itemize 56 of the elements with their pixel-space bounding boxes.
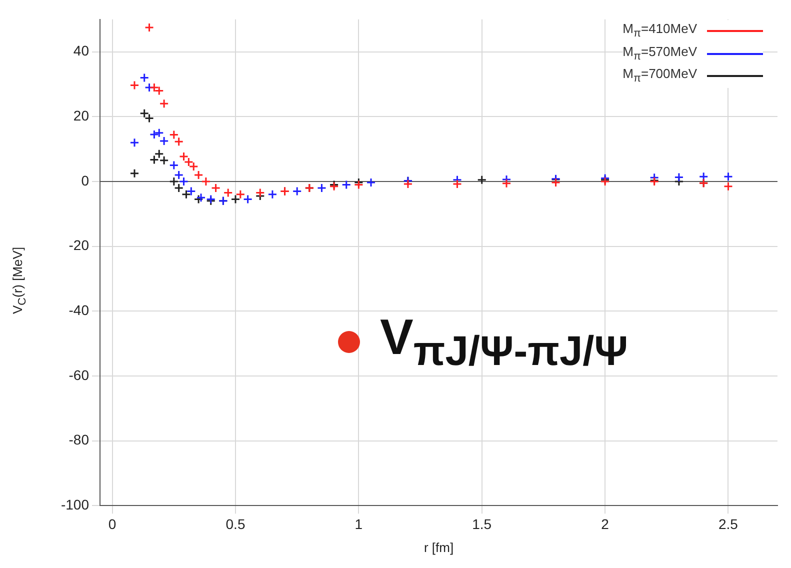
x-tick-label: 1.5: [472, 516, 492, 532]
point: [723, 172, 733, 182]
y-tick-label: -20: [68, 237, 90, 254]
point: [211, 183, 221, 193]
point: [159, 136, 169, 146]
x-tick-label: 0.5: [226, 516, 246, 532]
point: [194, 194, 204, 204]
legend-label: M$_{π}$=700MeV: [622, 65, 697, 87]
point: [149, 155, 159, 164]
point: [723, 182, 733, 192]
point: [316, 183, 326, 193]
point: [130, 138, 140, 148]
point: [342, 180, 352, 190]
y-tick-label: 0: [81, 172, 90, 188]
point: [236, 190, 246, 200]
y-tick-label: 40: [73, 42, 90, 59]
point: [201, 176, 211, 186]
point: [169, 160, 179, 170]
point: [403, 179, 413, 189]
point: [292, 186, 302, 196]
y-tick-label: -60: [68, 366, 90, 383]
x-tick-label: 2.5: [718, 516, 738, 532]
x-tick-label: 2: [601, 516, 610, 532]
point: [268, 190, 278, 200]
point: [154, 128, 164, 138]
point: [502, 178, 512, 188]
point: [452, 179, 462, 189]
point: [130, 80, 140, 90]
point: [255, 188, 265, 198]
x-tick-label: 0: [108, 516, 116, 532]
y-tick-label: -40: [68, 302, 90, 318]
point: [477, 175, 487, 185]
point: [698, 172, 708, 182]
point: [130, 168, 140, 178]
point: [186, 186, 196, 196]
x-tick-label: 1: [354, 516, 363, 532]
point: [144, 22, 154, 32]
point: [181, 190, 191, 200]
y-tick-label: 20: [73, 108, 90, 124]
point: [196, 192, 206, 202]
point: [674, 172, 684, 182]
point: [243, 194, 253, 204]
y-tick-label: -80: [68, 432, 90, 448]
point: [140, 72, 150, 82]
point: [149, 130, 159, 140]
annotation: V$_{πJ/Ψ-πJ/Ψ}$: [380, 308, 628, 375]
point: [366, 178, 376, 188]
point: [551, 178, 561, 188]
x-axis-title: r [fm]: [424, 540, 454, 555]
legend-label: M$_{π}$=410MeV: [622, 20, 697, 42]
point: [230, 194, 240, 204]
y-tick-label: -100: [60, 496, 90, 512]
legend-label: M$_{π}$=570MeV: [622, 42, 697, 64]
point: [159, 98, 169, 108]
point: [194, 170, 204, 180]
point: [223, 188, 233, 198]
